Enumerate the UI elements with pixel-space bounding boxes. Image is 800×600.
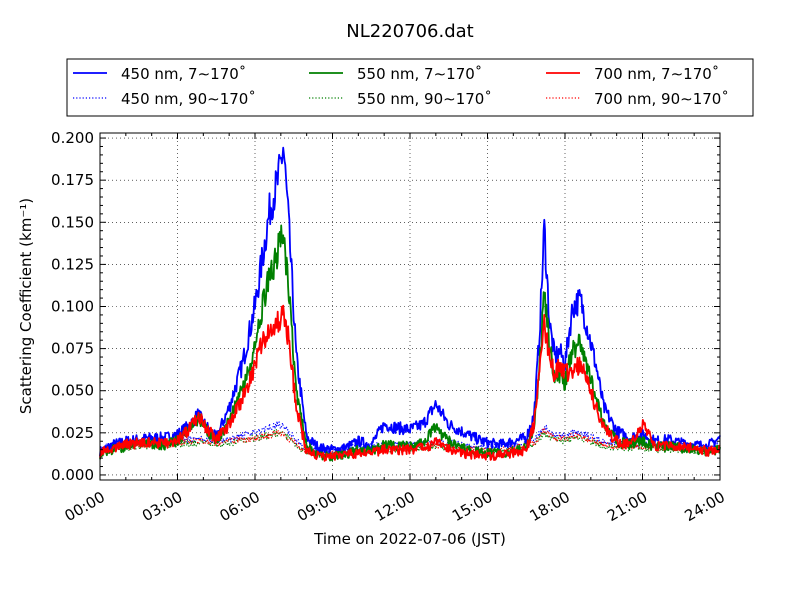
x-tick-label: 06:00: [217, 488, 263, 525]
legend-label: 550 nm, 7∼170˚: [357, 65, 482, 83]
legend: 450 nm, 7∼170˚ 450 nm, 90∼170˚ 550 nm, 7∼1…: [66, 58, 754, 117]
x-tick-label: 21:00: [604, 488, 650, 525]
x-tick-label: 09:00: [294, 488, 340, 525]
y-tick-label: 0.075: [51, 340, 94, 358]
y-tick-label: 0.150: [51, 213, 94, 231]
legend-label: 550 nm, 90∼170˚: [357, 90, 492, 108]
series-layer: [99, 146, 721, 462]
legend-label: 450 nm, 7∼170˚: [121, 65, 246, 83]
legend-box: [66, 58, 754, 117]
y-tick-label: 0.200: [51, 129, 94, 147]
legend-label: 700 nm, 90∼170˚: [594, 90, 729, 108]
series-line-4: [99, 304, 721, 462]
chart-title: NL220706.dat: [346, 21, 473, 42]
x-tick-label: 24:00: [682, 488, 728, 525]
x-tick-labels: 00:00 03:00 06:00 09:00 12:00 15:00 18:00 21:00…: [62, 488, 728, 525]
x-tick-label: 00:00: [62, 488, 108, 525]
x-axis-label: Time on 2022-07-06 (JST): [313, 530, 506, 548]
x-tick-label: 03:00: [139, 488, 185, 525]
ticks: [99, 133, 721, 480]
series-line-5: [99, 428, 721, 457]
y-tick-label: 0.050: [51, 382, 94, 400]
y-tick-label: 0.025: [51, 424, 94, 442]
legend-label: 450 nm, 90∼170˚: [121, 90, 256, 108]
legend-label: 700 nm, 7∼170˚: [594, 65, 719, 83]
y-tick-label: 0.175: [51, 171, 94, 189]
y-tick-label: 0.000: [51, 466, 94, 484]
y-tick-label: 0.100: [51, 298, 94, 316]
x-tick-label: 15:00: [449, 488, 495, 525]
x-tick-label: 12:00: [372, 488, 418, 525]
y-axis-label: Scattering Coefficient (km⁻¹): [17, 198, 35, 414]
y-tick-label: 0.125: [51, 255, 94, 273]
x-tick-label: 18:00: [527, 488, 573, 525]
y-tick-labels: 0.000 0.025 0.050 0.075 0.100 0.125 0.150 0.175…: [51, 129, 94, 484]
